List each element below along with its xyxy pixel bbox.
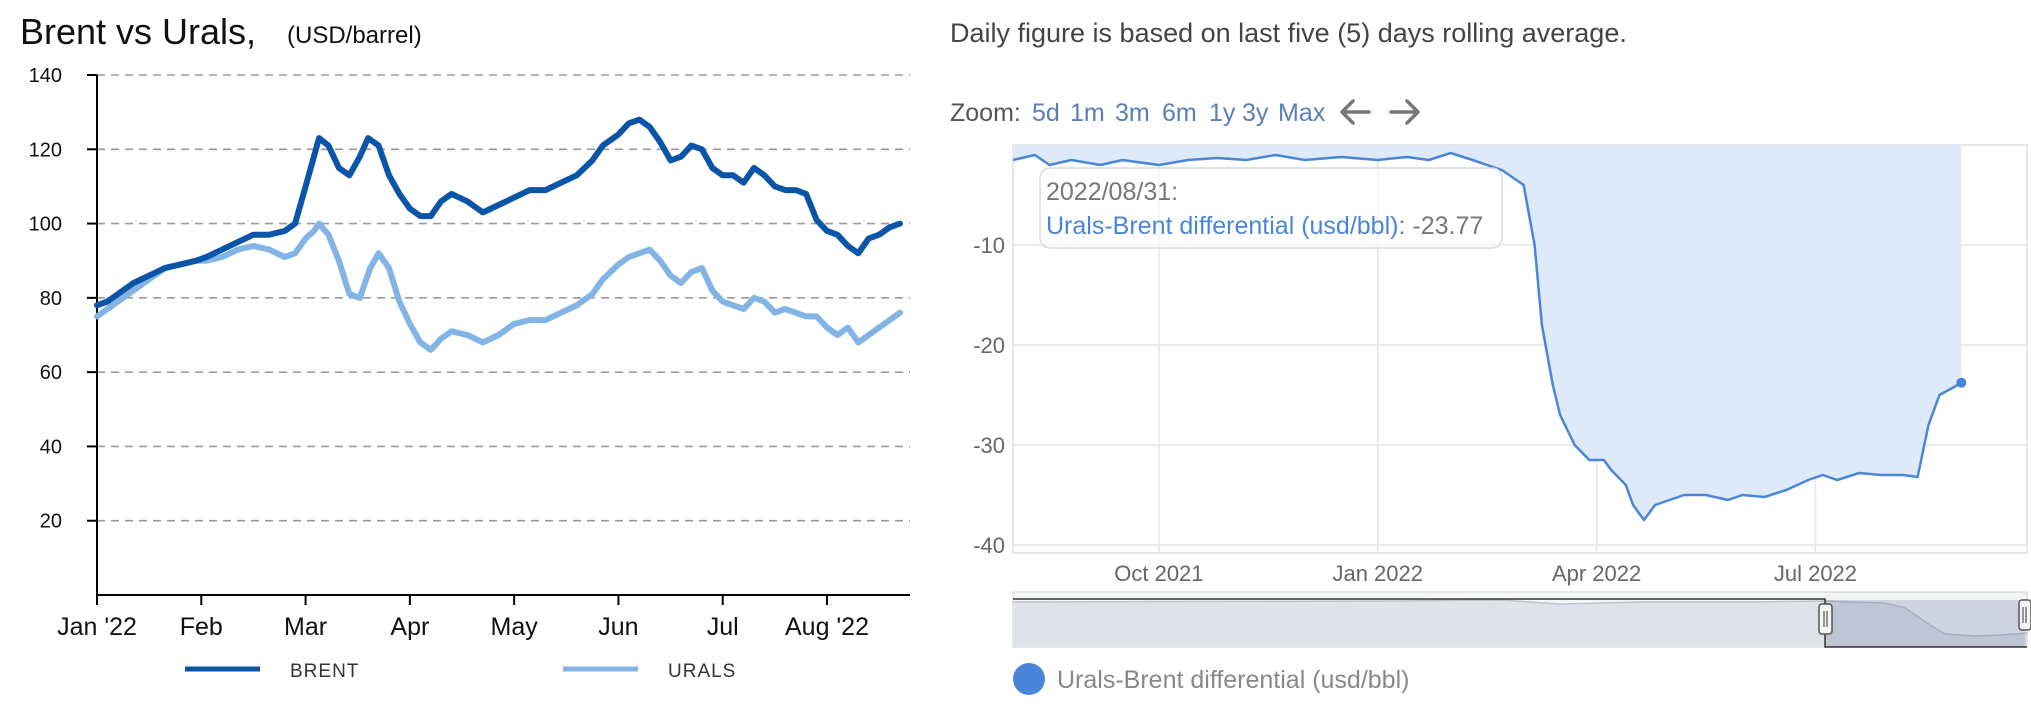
tooltip-value: -23.77 [1412, 212, 1483, 240]
right-legend[interactable]: Urals-Brent differential (usd/bbl) [1013, 663, 1409, 695]
left-x-tick-label: Aug '22 [785, 613, 869, 641]
differential-area [1013, 145, 1962, 520]
differential-line [1012, 151, 1962, 522]
left-gridlines [87, 74, 910, 522]
navigator-area [1013, 600, 2027, 647]
legend-label-urals: URALS [668, 661, 736, 682]
series-line-brent [94, 116, 903, 309]
left-chart-title: Brent vs Urals, [20, 11, 256, 52]
left-y-tick-labels: 20 40 60 80 100 120 140 [29, 65, 62, 533]
zoom-option-1y[interactable]: 1y [1209, 99, 1236, 127]
navigator-selected-region [1825, 600, 2025, 647]
left-x-tick-label: Jul [707, 613, 739, 641]
left-y-tick-label: 60 [40, 362, 62, 384]
left-legend: BRENT URALS [185, 661, 736, 682]
left-x-tick-label: Jan '22 [57, 613, 137, 641]
right-x-tick-label: Jan 2022 [1332, 561, 1423, 586]
left-chart: Brent vs Urals, (USD/barrel) 20 40 60 80 100… [20, 11, 910, 682]
tooltip-series-label: Urals-Brent differential (usd/bbl) [1046, 212, 1398, 240]
tooltip: 2022/08/31: Urals-Brent differential (us… [1039, 167, 1503, 249]
left-y-tick-label: 140 [29, 65, 62, 87]
navigator-handle-left[interactable] [1818, 603, 1833, 635]
zoom-label: Zoom: [950, 99, 1021, 127]
navigator-line [1012, 599, 2028, 637]
left-x-tick-label: Feb [180, 613, 223, 641]
left-x-tick-label: Apr [390, 613, 429, 641]
arrow-right-icon[interactable] [1389, 99, 1420, 125]
left-x-tick-label: May [491, 613, 539, 641]
left-x-tick-label: Mar [284, 613, 327, 641]
left-x-tick-label: Jun [598, 613, 638, 641]
zoom-bar: Zoom: 5d 1m 3m 6m 1y 3y Max [950, 99, 1420, 127]
right-y-tick-label: -20 [973, 333, 1005, 358]
right-x-tick-label: Oct 2021 [1114, 561, 1203, 586]
left-chart-subtitle: (USD/barrel) [287, 22, 422, 49]
zoom-option-6m[interactable]: 6m [1162, 99, 1197, 127]
left-y-tick-label: 100 [29, 214, 62, 236]
series-line-urals [94, 220, 903, 353]
tooltip-line: Urals-Brent differential (usd/bbl): -23.… [1046, 212, 1483, 240]
zoom-option-max[interactable]: Max [1278, 99, 1326, 127]
zoom-option-3m[interactable]: 3m [1115, 99, 1150, 127]
right-y-tick-label: -40 [973, 533, 1005, 558]
right-x-tick-label: Jul 2022 [1774, 561, 1857, 586]
differential-last-point [1956, 377, 1967, 388]
right-x-tick-labels: Oct 2021 Jan 2022 Apr 2022 Jul 2022 [1114, 561, 1857, 586]
right-y-tick-labels: -40 -30 -20 -10 [973, 233, 1005, 558]
right-x-tick-label: Apr 2022 [1552, 561, 1641, 586]
navigator-handle-right[interactable] [2018, 599, 2031, 631]
navigator-unselected-region [1013, 592, 1825, 647]
right-series-group [1012, 145, 1967, 522]
legend-label-differential: Urals-Brent differential (usd/bbl) [1057, 666, 1409, 694]
right-y-tick-label: -30 [973, 433, 1005, 458]
right-chart: Daily figure is based on last five (5) d… [950, 18, 2031, 695]
left-y-tick-label: 80 [40, 288, 62, 310]
tooltip-date: 2022/08/31: [1046, 178, 1178, 206]
legend-marker-differential [1013, 663, 1045, 695]
left-series-group [94, 116, 903, 353]
left-x-tick-labels: Jan '22 Feb Mar Apr May Jun Jul Aug '22 [57, 595, 869, 641]
tooltip-box [1039, 167, 1503, 249]
arrow-left-icon[interactable] [1340, 99, 1371, 125]
legend-label-brent: BRENT [290, 661, 359, 682]
zoom-option-5d[interactable]: 5d [1032, 99, 1060, 127]
rolling-average-note: Daily figure is based on last five (5) d… [950, 18, 1627, 48]
zoom-option-1m[interactable]: 1m [1070, 99, 1105, 127]
left-y-tick-label: 40 [40, 436, 62, 458]
zoom-option-3y[interactable]: 3y [1242, 99, 1269, 127]
left-y-tick-label: 20 [40, 511, 62, 533]
range-navigator[interactable] [1012, 591, 2031, 648]
right-y-tick-label: -10 [973, 233, 1005, 258]
left-y-tick-label: 120 [29, 139, 62, 161]
